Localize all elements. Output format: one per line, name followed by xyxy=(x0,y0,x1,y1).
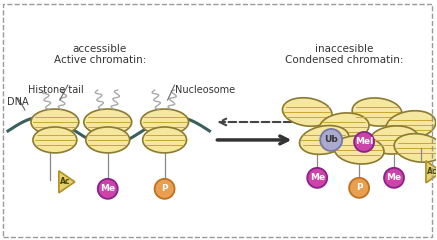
Text: Histone tail: Histone tail xyxy=(28,85,83,95)
Text: DNA: DNA xyxy=(7,97,28,107)
Text: Ac: Ac xyxy=(59,177,70,186)
Circle shape xyxy=(354,132,374,152)
Text: Me: Me xyxy=(100,184,115,193)
Text: P: P xyxy=(356,183,362,192)
Circle shape xyxy=(307,168,327,188)
Text: Nucleosome: Nucleosome xyxy=(174,85,235,95)
Ellipse shape xyxy=(352,98,402,126)
Circle shape xyxy=(320,129,342,151)
Text: accessible: accessible xyxy=(73,44,127,54)
Text: Active chromatin:: Active chromatin: xyxy=(54,55,146,65)
Text: Ac: Ac xyxy=(427,167,437,176)
Ellipse shape xyxy=(319,113,369,141)
Ellipse shape xyxy=(142,127,187,153)
Ellipse shape xyxy=(299,126,349,154)
Ellipse shape xyxy=(33,127,77,153)
Ellipse shape xyxy=(84,109,132,135)
Ellipse shape xyxy=(334,136,384,164)
Text: Me: Me xyxy=(310,173,325,182)
Ellipse shape xyxy=(369,126,419,154)
Text: Condensed chromatin:: Condensed chromatin: xyxy=(285,55,403,65)
Circle shape xyxy=(98,179,118,199)
Ellipse shape xyxy=(394,134,437,162)
Ellipse shape xyxy=(141,109,188,135)
Ellipse shape xyxy=(31,109,79,135)
Polygon shape xyxy=(426,161,437,183)
Circle shape xyxy=(155,179,174,199)
Polygon shape xyxy=(59,171,75,193)
Text: Me: Me xyxy=(386,173,402,182)
Text: inaccesible: inaccesible xyxy=(315,44,373,54)
Circle shape xyxy=(384,168,404,188)
Text: P: P xyxy=(161,184,168,193)
Text: Mel: Mel xyxy=(355,138,373,146)
Circle shape xyxy=(349,178,369,198)
Ellipse shape xyxy=(282,98,332,126)
Ellipse shape xyxy=(86,127,130,153)
Ellipse shape xyxy=(386,111,436,139)
Text: Ub: Ub xyxy=(324,135,338,144)
